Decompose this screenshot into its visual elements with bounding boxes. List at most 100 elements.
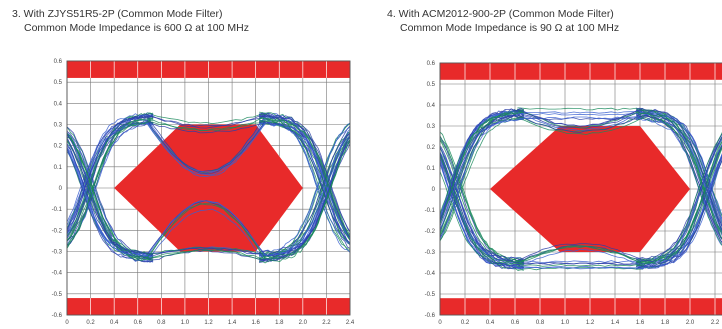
chart-title-line1: 3. With ZJYS51R5-2P (Common Mode Filter) [12, 8, 223, 20]
eye-trace [147, 248, 266, 261]
eye-trace [636, 110, 722, 223]
x-tick-label: 0 [65, 320, 69, 326]
eye-trace [258, 118, 350, 237]
eye-trace [146, 116, 266, 173]
eye-trace [636, 139, 722, 268]
y-tick-label: -0.2 [52, 228, 63, 234]
eye-trace [636, 114, 722, 244]
y-tick-label: -0.4 [425, 271, 436, 277]
y-tick-label: -0.1 [52, 207, 63, 213]
eye-trace [440, 170, 524, 267]
y-tick-label: -0.5 [425, 292, 436, 298]
eye-traces [440, 107, 722, 271]
eye-trace [517, 112, 643, 116]
x-tick-label: 1.6 [251, 320, 260, 326]
eye-trace [636, 107, 722, 231]
eye-trace [517, 246, 643, 265]
x-tick-label: 1.0 [181, 320, 190, 326]
eye-trace [636, 136, 722, 261]
x-tick-label: 1.4 [611, 320, 620, 326]
plot-border [66, 60, 351, 316]
x-tick-label: 0.2 [86, 320, 95, 326]
eye-trace [636, 132, 722, 267]
x-tick-label: 2.4 [346, 320, 355, 326]
band-grid [464, 63, 716, 315]
x-tick-label: 2.0 [299, 320, 308, 326]
eye-trace [636, 110, 722, 221]
eye-trace [259, 139, 350, 259]
eye-trace [636, 117, 722, 232]
eye-trace [146, 208, 266, 262]
x-tick-label: 0.2 [461, 320, 470, 326]
x-tick-label: 1.4 [228, 320, 237, 326]
eye-trace [440, 110, 524, 219]
y-tick-label: 0 [432, 187, 436, 193]
y-tick-label: -0.3 [425, 250, 436, 256]
eye-trace [636, 159, 722, 270]
eye-trace [517, 249, 643, 268]
chart-title-line2: Common Mode Impedance is 600 Ω at 100 MH… [24, 22, 249, 34]
eye-trace [67, 137, 154, 255]
eye-trace [67, 145, 154, 255]
mask-hexagon [490, 126, 690, 252]
y-tick-label: -0.6 [52, 313, 63, 319]
eye-trace [259, 132, 350, 254]
eye-trace [440, 111, 524, 226]
eye-trace [67, 116, 154, 234]
eye-trace [67, 122, 154, 245]
eye-trace [440, 145, 524, 271]
mask-group [440, 63, 722, 315]
y-tick-label: 0.4 [54, 101, 63, 107]
eye-trace [259, 132, 350, 263]
eye-trace [517, 265, 643, 269]
x-tick-label: 0 [438, 320, 442, 326]
x-tick-label: 1.6 [636, 320, 645, 326]
y-tick-label: -0.2 [425, 229, 436, 235]
y-tick-label: 0.1 [54, 165, 63, 171]
eye-trace [440, 118, 524, 230]
y-tick-label: 0.2 [427, 145, 436, 151]
eye-trace [517, 107, 643, 111]
eye-trace [440, 153, 524, 268]
eye-trace [67, 139, 154, 260]
y-tick-label: 0.1 [427, 166, 436, 172]
eye-trace [258, 120, 350, 244]
eye-diagram-plot: 0.6 0.5 0.4 0.3 0.2 0.1 0 -0.1 -0.2 -0.3 -0.4 -0.5 -… [52, 59, 355, 326]
x-tick-label: 2.0 [686, 320, 695, 326]
x-tick-label: 0.6 [511, 320, 520, 326]
x-tick-label: 0.8 [157, 320, 166, 326]
eye-trace [67, 121, 154, 242]
eye-trace [67, 119, 154, 247]
eye-trace [440, 117, 524, 216]
eye-trace [636, 153, 722, 269]
mask-hexagon [114, 124, 303, 252]
x-tick-label: 2.2 [322, 320, 331, 326]
x-tick-label: 0.8 [536, 320, 545, 326]
y-tick-label: 0.5 [54, 80, 63, 86]
y-tick-label: 0.4 [427, 103, 436, 109]
eye-trace [440, 160, 524, 270]
eye-trace [636, 144, 722, 268]
y-tick-label: -0.6 [425, 313, 436, 319]
eye-trace [440, 153, 525, 265]
eye-trace [258, 122, 350, 245]
eye-trace [147, 114, 266, 129]
x-tick-label: 1.8 [275, 320, 284, 326]
eye-trace [517, 108, 643, 127]
mask-top-band [440, 63, 722, 80]
eye-trace [147, 247, 266, 256]
y-tick-label: -0.3 [52, 250, 63, 256]
eye-diagram-plot: 0.6 0.5 0.4 0.3 0.2 0.1 0 -0.1 -0.2 -0.3 -0.4 -0.5 -… [425, 61, 722, 326]
chart-title-line2: Common Mode Impedance is 90 Ω at 100 MHz [400, 22, 620, 34]
eye-trace [440, 151, 524, 261]
band-grid [90, 61, 327, 315]
eye-trace [147, 246, 266, 256]
eye-diagram-panel-4: 4. With ACM2012-900-2P (Common Mode Filt… [362, 0, 722, 329]
eye-traces [67, 111, 350, 264]
eye-trace [517, 264, 643, 267]
eye-trace [517, 110, 643, 114]
y-tick-label: -0.4 [52, 271, 63, 277]
eye-trace [440, 131, 524, 262]
eye-trace [259, 116, 350, 236]
eye-trace [517, 243, 643, 261]
